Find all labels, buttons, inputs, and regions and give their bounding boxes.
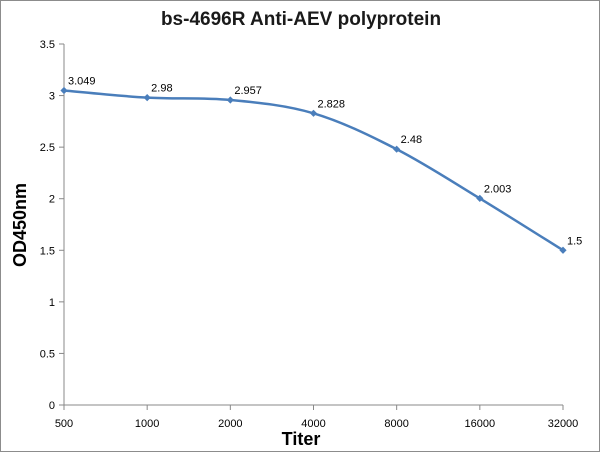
x-tick-label: 32000 xyxy=(548,418,579,430)
x-tick-label: 16000 xyxy=(465,418,496,430)
axes: 0 0.5 1 1.5 2 2.5 3 3.5 500 1000 2000 4000 8000 16000… xyxy=(40,39,579,430)
x-tick-label: 500 xyxy=(55,418,73,430)
x-tick-label: 2000 xyxy=(218,418,242,430)
y-axis-label: OD450nm xyxy=(10,183,30,267)
data-label: 1.5 xyxy=(567,235,582,247)
y-tick-label: 0 xyxy=(49,400,55,412)
x-tick-label: 1000 xyxy=(135,418,159,430)
data-point xyxy=(393,145,401,153)
data-point xyxy=(559,246,567,254)
y-tick-label: 0.5 xyxy=(40,348,55,360)
x-axis-label: Titer xyxy=(282,429,321,449)
data-label: 3.049 xyxy=(68,76,96,88)
data-label: 2.828 xyxy=(318,98,346,110)
y-tick-label: 3 xyxy=(49,91,55,103)
series-group: 3.049 2.98 2.957 2.828 2.48 2.003 1.5 xyxy=(60,76,582,254)
data-label: 2.48 xyxy=(401,134,422,146)
y-tick-label: 1.5 xyxy=(40,245,55,257)
y-tick-label: 2 xyxy=(49,194,55,206)
data-label: 2.003 xyxy=(484,183,512,195)
data-point xyxy=(226,96,234,104)
data-point xyxy=(60,86,68,95)
x-tick-label: 8000 xyxy=(384,418,408,430)
y-tick-label: 3.5 xyxy=(40,39,55,51)
data-label: 2.98 xyxy=(151,83,172,95)
y-tick-label: 2.5 xyxy=(40,142,55,154)
chart-title: bs-4696R Anti-AEV polyprotein xyxy=(161,9,441,30)
data-point xyxy=(476,194,484,203)
data-point xyxy=(143,94,151,102)
y-tick-label: 1 xyxy=(49,297,55,309)
x-tick-label: 4000 xyxy=(301,418,325,430)
data-label: 2.957 xyxy=(234,85,262,97)
data-point xyxy=(309,109,318,117)
